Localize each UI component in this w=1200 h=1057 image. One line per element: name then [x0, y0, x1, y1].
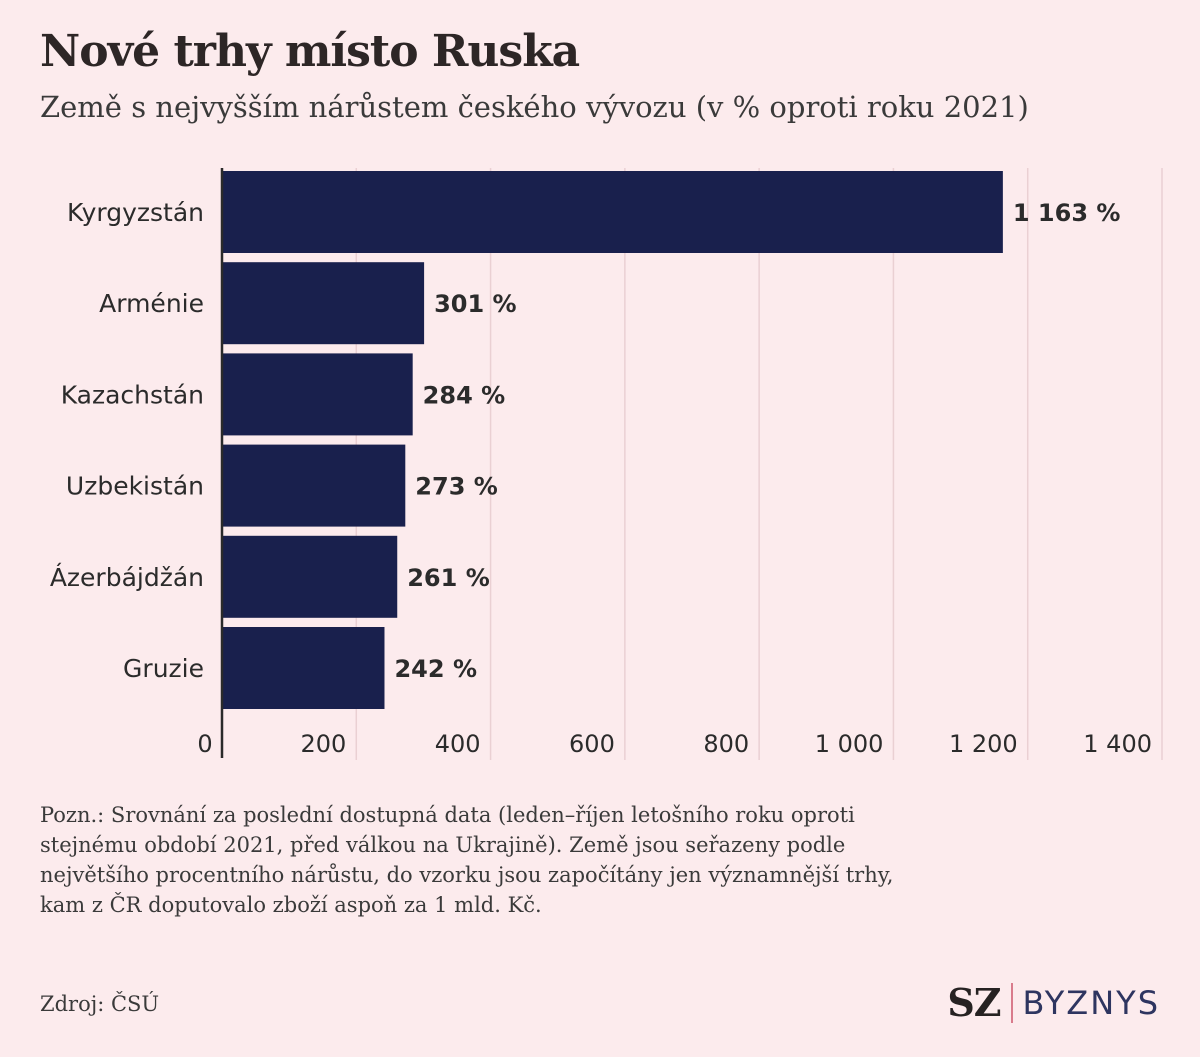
- bar: [222, 627, 385, 709]
- value-label: 284 %: [423, 381, 506, 409]
- category-label: Kyrgyzstán: [67, 198, 204, 227]
- value-label: 301 %: [434, 290, 516, 318]
- value-label: 1 163 %: [1013, 199, 1121, 227]
- x-tick-label: 1 000: [815, 730, 884, 758]
- source-text: Zdroj: ČSÚ: [40, 992, 160, 1016]
- x-tick-label: 400: [435, 730, 481, 758]
- grid-lines: [355, 168, 1163, 760]
- category-label: Gruzie: [123, 654, 204, 683]
- chart-title: Nové trhy místo Ruska: [40, 26, 580, 77]
- x-tick-label: 600: [569, 730, 615, 758]
- x-tick-labels: 0 200 400 600 800 1 000 1 200 1 400: [197, 730, 1152, 758]
- category-labels: Kyrgyzstán Arménie Kazachstán Uzbekistán Áze…: [50, 198, 204, 683]
- value-label: 261 %: [407, 564, 490, 592]
- bar: [222, 262, 425, 345]
- bar: [222, 444, 406, 527]
- bar-chart: Kyrgyzstán Arménie Kazachstán Uzbekistán Áze…: [50, 168, 1163, 760]
- logo-section: BYZNYS: [1022, 983, 1160, 1022]
- x-tick-label: 800: [703, 730, 749, 758]
- bar: [222, 171, 1003, 253]
- bar: [222, 535, 398, 618]
- logo-brand: SZ: [947, 980, 1001, 1025]
- value-label: 242 %: [394, 655, 477, 683]
- footnote: Pozn.: Srovnání za poslední dostupná dat…: [40, 803, 894, 917]
- bar: [222, 353, 413, 436]
- category-label: Kazachstán: [61, 380, 204, 409]
- chart-subtitle: Země s nejvyšším nárůstem českého vývozu…: [40, 90, 1029, 124]
- publisher-logo: SZ BYZNYS: [947, 980, 1160, 1025]
- value-labels: 1 163 % 301 % 284 % 273 % 261 % 242 %: [394, 199, 1120, 683]
- x-tick-label: 0: [197, 730, 212, 758]
- bars: [222, 171, 1003, 709]
- x-tick-label: 200: [300, 730, 346, 758]
- logo-divider: [1010, 982, 1013, 1023]
- category-label: Ázerbájdžán: [50, 563, 204, 592]
- value-label: 273 %: [415, 473, 498, 501]
- category-label: Arménie: [99, 289, 204, 318]
- x-tick-label: 1 400: [1083, 730, 1152, 758]
- x-tick-label: 1 200: [949, 730, 1018, 758]
- category-label: Uzbekistán: [66, 472, 204, 501]
